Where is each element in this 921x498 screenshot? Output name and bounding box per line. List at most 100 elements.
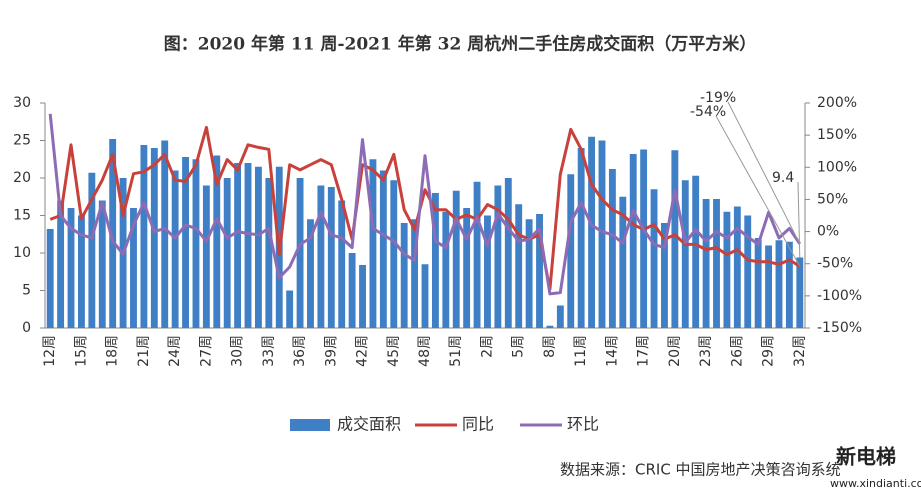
bar — [713, 199, 720, 328]
bar — [671, 150, 679, 328]
bar — [536, 214, 543, 328]
annotation: -19% — [700, 90, 736, 106]
bar — [234, 163, 242, 328]
y2-tick-label: -100% — [817, 288, 862, 304]
bar — [359, 265, 366, 328]
x-tick-label: 23周 — [698, 335, 714, 367]
y2-tick-label: 200% — [817, 95, 857, 111]
bar — [640, 149, 648, 328]
watermark-url: www.xindianti.com — [830, 477, 921, 490]
bar — [723, 211, 731, 328]
bar — [254, 166, 262, 328]
bar — [223, 178, 231, 328]
bar — [109, 139, 117, 328]
bar — [213, 155, 221, 328]
line — [49, 125, 801, 291]
bar — [681, 180, 689, 328]
bar — [692, 175, 700, 328]
x-tick-label: 14周 — [604, 335, 620, 367]
x-tick-label: 32周 — [792, 335, 808, 367]
x-tick-label: 20周 — [667, 335, 683, 367]
bar — [265, 178, 273, 328]
bar — [661, 223, 668, 328]
x-tick-label: 29周 — [761, 335, 777, 367]
y2-tick-label: 150% — [817, 127, 857, 143]
y-tick-label: 0 — [22, 320, 31, 336]
bar — [150, 148, 158, 328]
bar — [608, 169, 616, 328]
bar — [442, 211, 450, 328]
bar — [525, 219, 533, 328]
bar — [567, 174, 575, 328]
source: 数据来源：CRIC 中国房地产决策咨询系统 — [560, 461, 841, 479]
x-tick-label: 42周 — [355, 335, 371, 367]
bar — [765, 245, 772, 328]
bar — [182, 157, 189, 328]
bar — [452, 190, 460, 328]
legend-swatch — [290, 419, 330, 431]
bar — [744, 215, 752, 328]
y-tick-label: 5 — [22, 283, 31, 299]
x-tick-label: 21周 — [136, 335, 152, 367]
legend-label: 同比 — [462, 415, 494, 434]
bar — [785, 241, 793, 328]
bar — [515, 204, 523, 328]
bar — [296, 178, 304, 328]
bar — [733, 206, 741, 328]
bar — [286, 290, 294, 328]
bar — [369, 159, 377, 328]
bar — [619, 196, 627, 328]
annotation: -54% — [690, 104, 726, 120]
bar — [504, 178, 512, 328]
x-tick-label: 30周 — [230, 335, 246, 367]
bar — [202, 185, 210, 328]
bar — [57, 200, 65, 328]
annotation-leader — [715, 115, 801, 267]
bar — [88, 172, 96, 328]
bar — [130, 208, 137, 328]
bar — [431, 193, 439, 328]
legend-label: 环比 — [567, 415, 599, 434]
x-tick-label: 36周 — [292, 335, 308, 367]
bar — [598, 140, 606, 328]
legend-label: 成交面积 — [337, 415, 401, 434]
bar — [650, 189, 658, 328]
bar — [67, 208, 75, 328]
annotation: 9.4 — [772, 170, 794, 186]
bar — [463, 208, 471, 328]
x-tick-label: 24周 — [167, 335, 183, 367]
bar — [98, 200, 106, 328]
bar — [546, 325, 554, 328]
bar — [171, 170, 179, 328]
bar — [588, 136, 596, 328]
bar — [421, 264, 429, 328]
y-tick-label: 10 — [13, 245, 31, 261]
bar — [327, 187, 335, 328]
x-tick-label: 48周 — [417, 335, 433, 367]
bar — [556, 305, 564, 328]
bar — [629, 154, 637, 328]
bar — [317, 185, 325, 328]
y2-tick-label: 0% — [817, 224, 839, 240]
x-tick-label: 39周 — [323, 335, 339, 367]
x-tick-label: 12周 — [42, 335, 58, 367]
y2-tick-label: -50% — [817, 256, 853, 272]
x-tick-label: 2周 — [479, 335, 495, 358]
y2-tick-label: 50% — [817, 191, 848, 207]
x-tick-label: 26周 — [729, 335, 745, 367]
bar — [796, 257, 804, 328]
x-tick-label: 15周 — [73, 335, 89, 367]
bar — [702, 199, 710, 328]
x-tick-label: 27周 — [198, 335, 214, 367]
bar — [46, 229, 54, 328]
bar — [379, 170, 387, 328]
bar — [338, 200, 346, 328]
bar — [307, 219, 314, 328]
bar — [161, 140, 169, 328]
x-tick-label: 45周 — [386, 335, 402, 367]
x-tick-label: 8周 — [542, 335, 558, 358]
bar — [390, 180, 398, 328]
bar — [473, 181, 481, 328]
bar — [754, 238, 762, 328]
